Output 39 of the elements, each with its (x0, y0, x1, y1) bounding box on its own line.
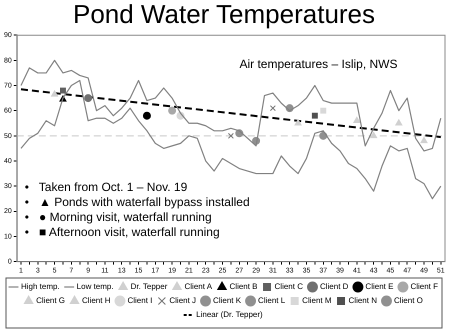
annotation: • ● Morning visit, waterfall running (24, 210, 213, 226)
legend-label: Client F (410, 282, 438, 292)
legend-label: Client K (213, 296, 242, 306)
point (294, 119, 302, 126)
legend-label: Client B (230, 282, 258, 292)
legend-label: Client G (36, 296, 66, 306)
point (420, 136, 428, 144)
legend-label: Client J (169, 296, 196, 306)
annotation: • ■ Afternoon visit, waterfall running (24, 225, 221, 240)
annotation: • ▲ Ponds with waterfall bypass installed (24, 195, 250, 210)
legend-label: Client M (302, 296, 332, 306)
point (168, 106, 176, 115)
legend-label: Client A (184, 282, 213, 292)
point (370, 132, 378, 138)
legend-label: Low temp. (76, 282, 114, 292)
legend-label: Client O (394, 296, 423, 306)
legend-label: Client H (82, 296, 111, 306)
annotation: • Taken from Oct. 1 – Nov. 19 (24, 180, 188, 196)
legend-label: High temp. (21, 282, 60, 292)
legend-label: Client D (320, 282, 349, 292)
legend-label: Client E (365, 282, 394, 292)
point (84, 94, 92, 102)
point (270, 105, 276, 112)
legend-label: Client N (348, 296, 378, 306)
point (395, 119, 402, 126)
point (51, 90, 58, 97)
point (228, 132, 234, 139)
point (60, 88, 66, 94)
point (312, 112, 318, 119)
legend-label: Dr. Tepper (130, 282, 168, 292)
point (320, 108, 326, 114)
legend-label: Client L (258, 296, 286, 306)
annotation: Air temperatures – Islip, NWS (239, 57, 398, 72)
legend-label: Linear (Dr. Tepper) (196, 310, 264, 320)
chart-title: Pond Water Temperatures (72, 0, 376, 29)
legend-label: Client I (127, 296, 152, 306)
point (142, 112, 151, 120)
point (353, 116, 360, 123)
legend-label: Client C (274, 282, 304, 292)
